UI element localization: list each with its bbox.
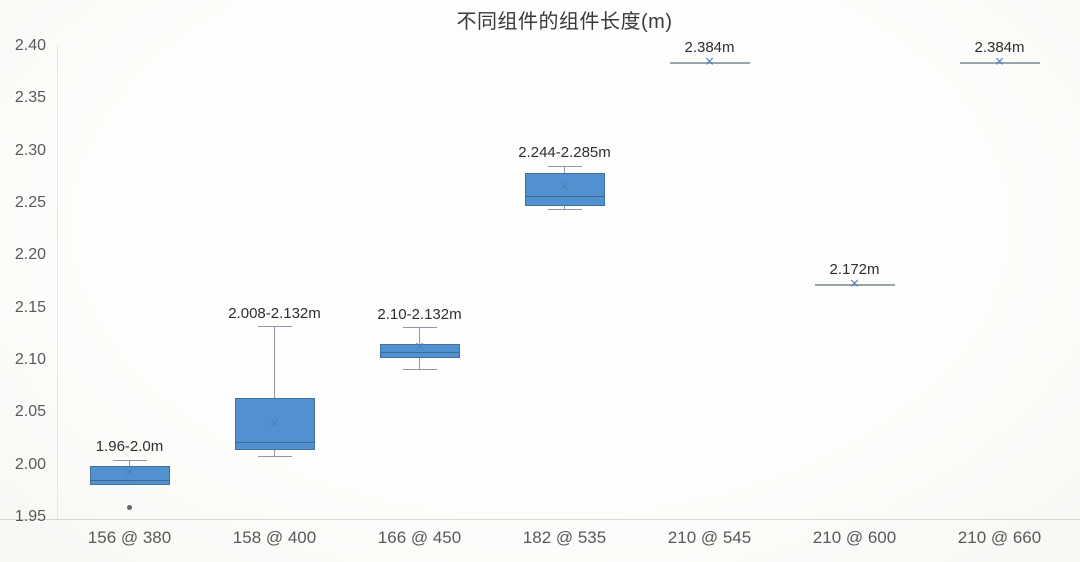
whisker-line (418, 357, 421, 370)
y-axis-tick-label: 2.30 (14, 141, 46, 159)
whisker-cap (257, 325, 292, 328)
mean-x-marker: × (124, 464, 135, 482)
y-axis-line (57, 46, 58, 519)
whisker-line (563, 206, 566, 210)
range-annotation: 2.10-2.132m (377, 305, 462, 323)
y-axis-tick-label: 2.20 (14, 246, 46, 264)
mean-x-marker: × (559, 179, 570, 197)
whisker-cap (112, 459, 147, 462)
x-axis-category-label: 182 @ 535 (522, 528, 607, 547)
outlier-dot (127, 505, 132, 511)
y-axis-tick-label: 2.15 (14, 298, 46, 316)
y-axis-tick-label: 2.25 (14, 194, 46, 211)
range-annotation: 2.244-2.285m (518, 144, 611, 162)
median-line (524, 195, 605, 198)
mean-x-marker: × (704, 53, 715, 71)
whisker-cap (257, 455, 292, 458)
x-axis-category-label: 166 @ 450 (377, 528, 462, 547)
range-annotation: 2.172m (829, 260, 880, 278)
box (234, 397, 315, 450)
mean-x-marker: × (414, 339, 425, 357)
y-axis-tick-label: 2.10 (14, 351, 46, 368)
median-line (234, 441, 315, 444)
median-line (379, 351, 460, 354)
y-axis-tick-label: 1.95 (14, 508, 46, 525)
chart-title: 不同组件的组件长度(m) (456, 11, 673, 33)
whisker-cap (402, 368, 437, 371)
whisker-cap (547, 165, 582, 168)
x-axis-category-label: 158 @ 400 (232, 528, 317, 547)
y-axis-tick-label: 2.05 (14, 403, 46, 421)
whisker-cap (547, 208, 582, 211)
box (379, 344, 460, 358)
whisker-cap (402, 326, 437, 329)
range-annotation: 2.384m (684, 38, 735, 56)
whisker-line (273, 450, 276, 457)
single-value-line (959, 61, 1040, 64)
x-axis-category-label: 210 @ 545 (667, 528, 752, 547)
range-annotation: 2.384m (974, 38, 1025, 56)
whisker-line (418, 327, 421, 345)
mean-x-marker: × (849, 275, 860, 293)
y-axis-tick-label: 2.35 (14, 89, 46, 107)
x-axis-category-label: 210 @ 600 (812, 528, 897, 547)
single-value-line (669, 61, 750, 64)
whisker-line (273, 326, 276, 398)
x-axis-line (0, 519, 1080, 520)
box (524, 172, 605, 207)
single-value-line (814, 283, 895, 286)
x-axis-category-label: 210 @ 660 (957, 528, 1042, 547)
range-annotation: 2.008-2.132m (228, 304, 321, 322)
range-annotation: 1.96-2.0m (95, 438, 164, 456)
y-axis-tick-label: 2.40 (14, 37, 46, 54)
whisker-line (128, 460, 131, 466)
y-axis-tick-label: 2.00 (14, 455, 46, 473)
x-axis-category-label: 156 @ 380 (87, 528, 172, 547)
whisker-line (563, 166, 566, 173)
mean-x-marker: × (269, 415, 280, 433)
median-line (89, 479, 170, 482)
mean-x-marker: × (994, 53, 1005, 71)
